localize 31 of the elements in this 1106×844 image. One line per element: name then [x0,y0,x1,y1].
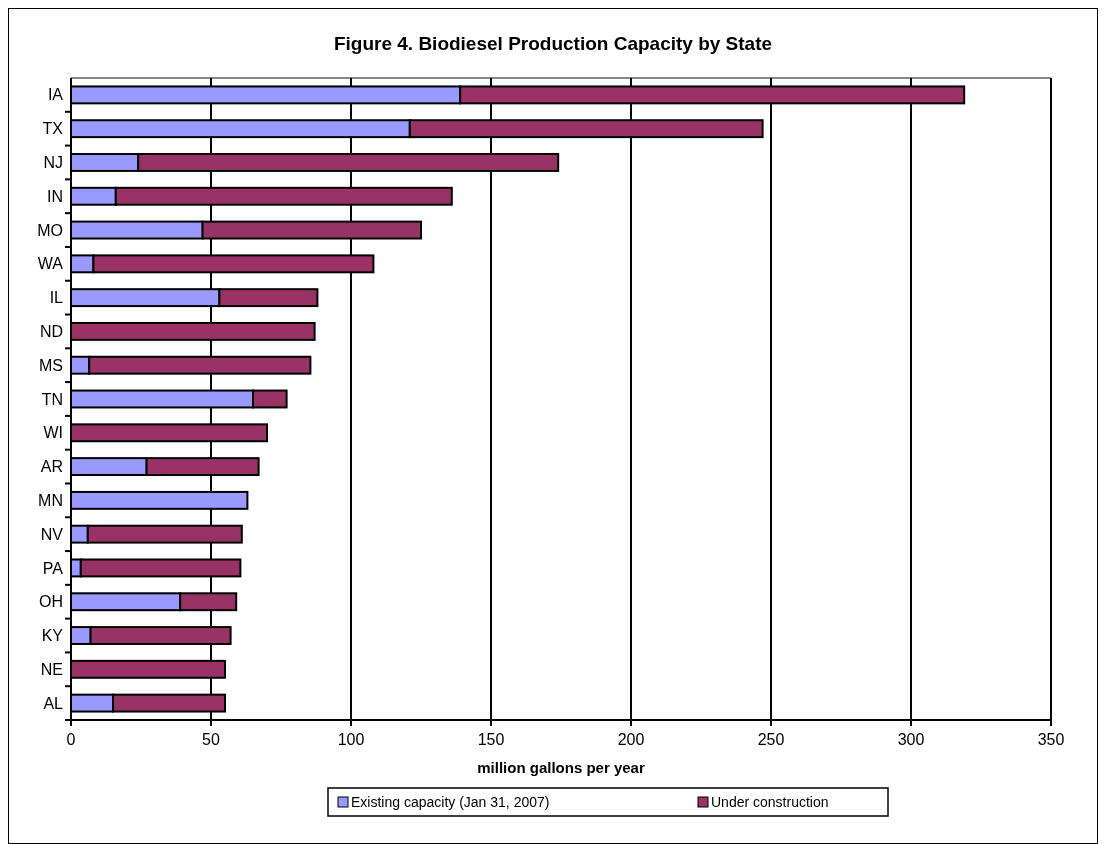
y-tick-label: MS [39,356,63,374]
y-tick-label: AL [43,694,64,712]
y-tick-label: MN [38,491,63,509]
y-tick-label: TX [42,120,64,138]
y-tick-label: MO [37,221,63,239]
y-tick-label: IA [47,86,64,104]
y-tick-label: NV [40,525,64,543]
y-tick-label: IN [47,187,63,205]
y-tick-label: OH [39,593,63,611]
x-tick-label: 350 [1037,731,1065,748]
y-tick-label: WI [43,424,63,442]
x-tick-label: 150 [477,731,505,748]
x-tick-label: 300 [897,731,925,748]
legend-label: Existing capacity (Jan 31, 2007) [351,794,550,810]
y-tick-label: NJ [43,154,63,172]
x-axis-title: million gallons per year [477,759,645,776]
y-tick-label: IL [49,289,64,307]
x-tick-label: 100 [337,731,365,748]
y-tick-label: TN [41,390,63,408]
y-tick-label: PA [42,559,64,577]
x-tick-label: 50 [202,731,220,748]
y-tick-label: KY [41,627,64,645]
y-tick-label: AR [40,458,63,476]
x-tick-label: 0 [66,731,76,748]
x-tick-label: 250 [757,731,785,748]
y-tick-label: WA [37,255,64,273]
legend-label: Under construction [711,794,829,810]
x-tick-label: 200 [617,731,645,748]
chart-title: Figure 4. Biodiesel Production Capacity by State [333,33,773,54]
y-tick-label: NE [40,660,63,678]
y-tick-label: ND [39,323,63,341]
